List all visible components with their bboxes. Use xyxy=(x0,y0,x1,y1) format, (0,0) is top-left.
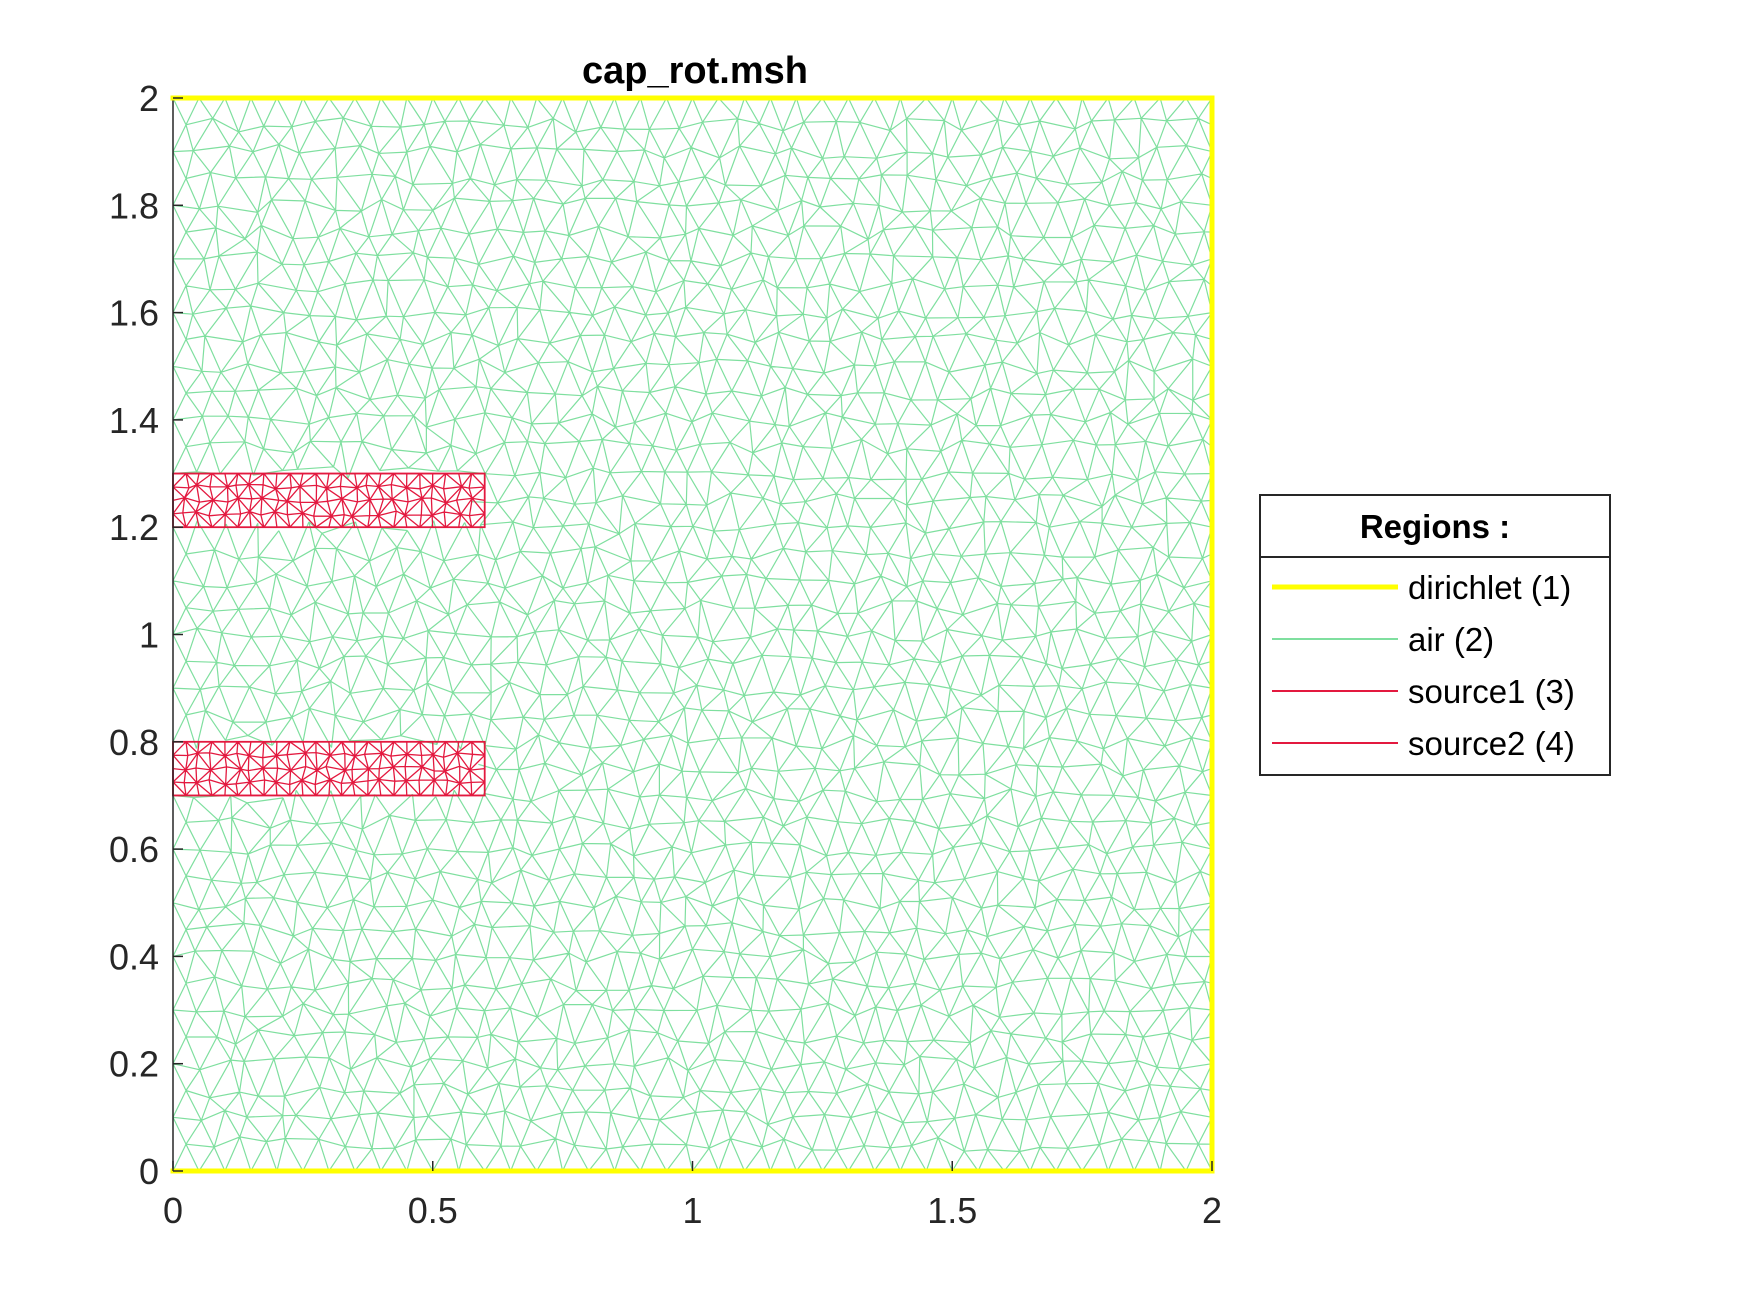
x-tick-label: 1.5 xyxy=(927,1190,977,1231)
y-tick-label: 1.6 xyxy=(109,293,159,334)
y-tick-label: 0.6 xyxy=(109,829,159,870)
y-tick-label: 1 xyxy=(139,615,159,656)
y-tick-label: 1.8 xyxy=(109,185,159,226)
x-tick-label: 0 xyxy=(163,1190,183,1231)
legend-entry-label: air (2) xyxy=(1408,621,1494,658)
x-axis-ticks: 0 0.5 1 1.5 2 xyxy=(163,1161,1222,1231)
plot-area: 0 0.5 1 1.5 2 0 0.2 0.4 0.6 0.8 1 1.2 1.4 1.6 1.8 2 xyxy=(109,78,1222,1231)
legend: Regions : dirichlet (1) air (2) source1 (3)… xyxy=(1259,494,1611,776)
x-tick-label: 0.5 xyxy=(408,1190,458,1231)
y-tick-label: 0.2 xyxy=(109,1044,159,1085)
y-tick-label: 0 xyxy=(139,1151,159,1192)
legend-box xyxy=(1259,494,1611,776)
y-axis-ticks: 0 0.2 0.4 0.6 0.8 1 1.2 1.4 1.6 1.8 2 xyxy=(109,78,183,1192)
chart-title: cap_rot.msh xyxy=(582,50,808,92)
legend-entry-label: source1 (3) xyxy=(1408,673,1575,710)
x-tick-label: 2 xyxy=(1202,1190,1222,1231)
x-tick-label: 1 xyxy=(682,1190,702,1231)
y-tick-label: 1.2 xyxy=(109,507,159,548)
legend-title: Regions : xyxy=(1360,508,1510,545)
y-tick-label: 2 xyxy=(139,78,159,119)
legend-entry-label: dirichlet (1) xyxy=(1408,569,1571,606)
legend-entry-label: source2 (4) xyxy=(1408,725,1575,762)
y-tick-label: 0.8 xyxy=(109,722,159,763)
y-tick-label: 1.4 xyxy=(109,400,159,441)
y-tick-label: 0.4 xyxy=(109,936,159,977)
